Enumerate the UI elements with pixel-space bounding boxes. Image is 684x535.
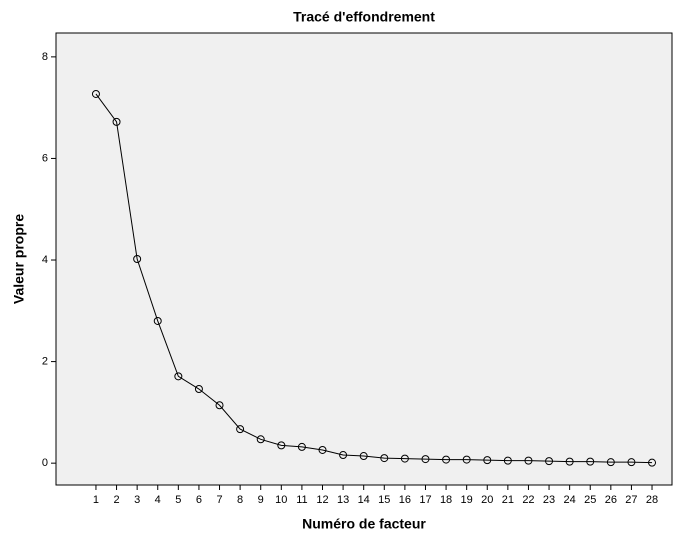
point-marker xyxy=(627,458,636,467)
x-tick-label: 15 xyxy=(378,494,390,506)
plot-area xyxy=(55,32,673,486)
y-tick-label: 6 xyxy=(42,152,48,164)
point-marker xyxy=(174,372,183,381)
point-marker xyxy=(442,455,451,464)
point-marker xyxy=(91,89,100,98)
y-tick-label: 0 xyxy=(42,457,48,469)
point-marker xyxy=(277,441,286,450)
point-marker xyxy=(565,457,574,466)
y-tick-label: 8 xyxy=(42,51,48,63)
x-tick-label: 16 xyxy=(399,494,411,506)
x-tick-label: 11 xyxy=(296,494,307,506)
point-marker xyxy=(380,454,389,463)
x-tick-label: 24 xyxy=(564,494,576,506)
x-tick-label: 21 xyxy=(502,494,514,506)
point-marker xyxy=(339,451,348,460)
x-tick-label: 13 xyxy=(337,494,349,506)
x-tick-label: 19 xyxy=(461,494,473,506)
x-tick-label: 12 xyxy=(316,494,328,506)
x-tick-label: 25 xyxy=(584,494,596,506)
x-tick-label: 3 xyxy=(134,494,140,506)
x-tick-label: 4 xyxy=(155,494,161,506)
point-marker xyxy=(318,445,327,454)
x-tick-label: 10 xyxy=(275,494,287,506)
point-marker xyxy=(400,454,409,463)
x-tick-label: 5 xyxy=(175,494,181,506)
point-marker xyxy=(153,316,162,325)
y-axis-label: Valeur propre xyxy=(11,214,27,304)
point-marker xyxy=(503,456,512,465)
point-marker xyxy=(133,255,142,263)
x-tick-label: 26 xyxy=(605,494,617,506)
x-tick-label: 22 xyxy=(522,494,534,506)
point-marker xyxy=(112,117,121,126)
point-marker xyxy=(215,401,224,410)
x-tick-label: 14 xyxy=(358,494,370,506)
point-marker xyxy=(236,425,245,434)
x-tick-label: 7 xyxy=(216,494,222,506)
point-marker xyxy=(421,455,430,464)
x-tick-label: 20 xyxy=(481,494,493,506)
x-tick-label: 9 xyxy=(258,494,264,506)
x-tick-label: 2 xyxy=(113,494,119,506)
point-marker xyxy=(194,385,203,394)
point-marker xyxy=(462,455,471,464)
point-marker xyxy=(606,458,615,467)
x-tick-label: 8 xyxy=(237,494,243,506)
point-marker xyxy=(586,457,595,466)
x-tick-label: 18 xyxy=(440,494,452,506)
x-tick-label: 6 xyxy=(196,494,202,506)
x-tick-label: 28 xyxy=(646,494,658,506)
point-marker xyxy=(297,442,306,451)
point-marker xyxy=(648,458,657,467)
point-marker xyxy=(545,457,554,466)
y-tick-label: 4 xyxy=(42,254,48,266)
y-tick-label: 2 xyxy=(42,355,48,367)
x-tick-label: 27 xyxy=(625,494,637,506)
x-axis-label: Numéro de facteur xyxy=(302,516,426,532)
point-marker xyxy=(483,456,492,465)
point-marker xyxy=(359,452,368,461)
point-marker xyxy=(524,456,533,465)
series-line xyxy=(95,93,653,464)
x-tick-label: 23 xyxy=(543,494,555,506)
chart-title: Tracé d'effondrement xyxy=(293,9,435,25)
point-marker xyxy=(256,435,265,444)
x-tick-label: 17 xyxy=(419,494,431,506)
x-tick-label: 1 xyxy=(93,494,99,506)
